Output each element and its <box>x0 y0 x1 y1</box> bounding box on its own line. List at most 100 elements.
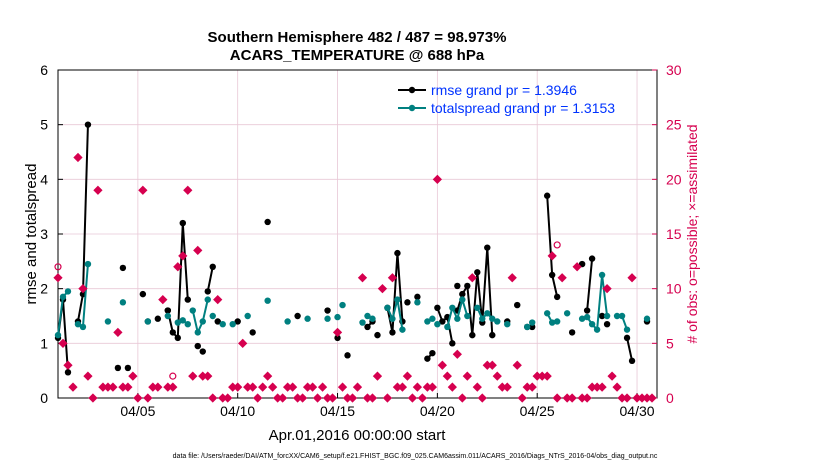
totalspread-point <box>598 271 606 279</box>
totalspread-point <box>189 307 196 314</box>
obs-assimilated-marker <box>58 338 68 348</box>
obs-assimilated-marker <box>268 382 278 392</box>
obs-assimilated-marker <box>213 294 223 305</box>
y-tick-label-right: 0 <box>666 390 674 406</box>
rmse-point <box>264 218 271 226</box>
chart-title-line2: ACARS_TEMPERATURE @ 688 hPa <box>230 47 485 64</box>
obs-assimilated-marker <box>233 382 243 392</box>
rmse-point <box>84 121 92 128</box>
obs-assimilated-marker <box>93 185 103 195</box>
totalspread-point <box>334 313 341 321</box>
obs-assimilated-marker <box>442 371 452 381</box>
totalspread-point <box>618 312 626 320</box>
totalspread-point <box>399 326 406 333</box>
totalspread-point <box>204 296 211 303</box>
totalspread-point <box>479 315 486 322</box>
rmse-point <box>429 349 436 357</box>
obs-assimilated-marker <box>547 251 557 261</box>
totalspread-point <box>593 326 601 333</box>
obs-assimilated-marker <box>477 393 487 403</box>
obs-assimilated-marker <box>567 393 577 403</box>
obs-assimilated-marker <box>512 360 522 370</box>
obs-assimilated-marker <box>407 393 418 403</box>
rmse-point <box>553 293 561 301</box>
totalspread-point <box>79 323 87 331</box>
totalspread-point <box>264 297 271 304</box>
obs-assimilated-marker <box>332 327 343 338</box>
y-tick-label-left: 3 <box>40 226 48 242</box>
y-tick-label-left: 5 <box>40 117 48 133</box>
obs-assimilated-marker <box>582 393 592 403</box>
y-tick-label-right: 25 <box>666 117 682 133</box>
obs-assimilated-marker <box>507 273 517 283</box>
totalspread-point <box>284 318 291 325</box>
totalspread-point <box>384 304 391 311</box>
obs-assimilated-marker <box>143 393 153 403</box>
obs-assimilated-marker <box>517 393 527 403</box>
obs-assimilated-marker <box>63 360 73 370</box>
x-tick-label: 04/10 <box>220 403 255 419</box>
totalspread-point <box>529 319 536 326</box>
y-tick-label-right: 10 <box>666 281 682 297</box>
rmse-point <box>583 307 591 314</box>
obs-assimilated-marker <box>467 273 477 283</box>
obs-assimilated-marker <box>397 382 408 392</box>
legend: rmse grand pr = 1.3946 totalspread grand… <box>398 82 615 116</box>
obs-assimilated-marker <box>208 393 218 403</box>
rmse-point <box>514 301 521 309</box>
obs-assimilated-marker <box>417 393 428 403</box>
obs-assimilated-marker <box>427 382 437 392</box>
chart-title-line1: Southern Hemisphere 482 / 487 = 98.973% <box>208 29 507 46</box>
obs-assimilated-marker <box>138 185 148 195</box>
legend-totalspread-label: totalspread grand pr = 1.3153 <box>431 100 615 116</box>
obs-assimilated-marker <box>53 273 63 283</box>
rmse-point <box>548 271 556 279</box>
rmse-point <box>249 329 256 336</box>
rmse-point <box>209 263 216 270</box>
totalspread-point <box>454 315 461 322</box>
totalspread-point <box>578 315 586 322</box>
obs-possible-marker <box>553 241 561 249</box>
rmse-line-segment <box>206 266 214 292</box>
obs-assimilated-marker <box>128 371 138 381</box>
obs-assimilated-marker <box>168 382 178 392</box>
obs-assimilated-marker <box>183 185 193 195</box>
totalspread-point <box>583 313 591 321</box>
obs-assimilated-marker <box>327 393 338 403</box>
obs-assimilated-marker <box>83 371 93 381</box>
obs-assimilated-marker <box>457 393 467 403</box>
rmse-point <box>454 282 461 290</box>
rmse-point <box>164 307 172 314</box>
obs-assimilated-marker <box>307 382 318 392</box>
obs-assimilated-marker <box>472 382 482 392</box>
totalspread-point <box>504 321 511 328</box>
totalspread-series <box>54 260 651 339</box>
rmse-point <box>174 334 181 342</box>
y-tick-label-right: 15 <box>666 226 682 242</box>
y-axis-label-right: # of obs: o=possible; ×=assimilated <box>684 124 700 343</box>
rmse-point <box>154 315 162 322</box>
totalspread-point <box>464 312 471 320</box>
axis-layer: 04/05 04/10 04/15 04/20 04/25 04/30 0 1 2 3 4 5 6 0 5 1… <box>40 62 682 419</box>
totalspread-point <box>489 315 496 322</box>
obs-assimilated-marker <box>153 382 163 392</box>
obs-assimilated-marker <box>158 294 168 305</box>
obs-assimilated-marker <box>312 393 323 403</box>
totalspread-point <box>339 301 346 309</box>
obs-assimilated-marker <box>647 393 657 403</box>
totalspread-point <box>414 299 421 306</box>
totalspread-point <box>209 312 216 320</box>
totalspread-point <box>64 288 72 295</box>
obs-assimilated-marker <box>68 382 78 392</box>
obs-assimilated-marker <box>287 382 298 392</box>
totalspread-point <box>179 317 186 324</box>
rmse-point <box>404 299 411 306</box>
totalspread-point <box>84 260 92 268</box>
totalspread-point <box>623 326 631 333</box>
obs-assimilated-marker <box>597 382 607 392</box>
obs-assimilated-marker <box>387 273 398 283</box>
obs-assimilated-marker <box>123 382 133 392</box>
x-tick-label: 04/20 <box>420 403 455 419</box>
